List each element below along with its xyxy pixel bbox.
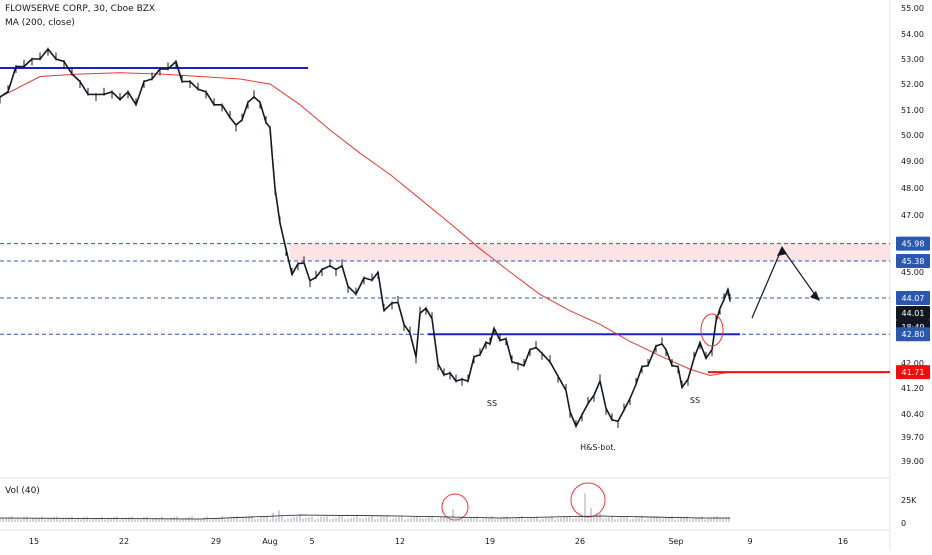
time-tick-label: 16 (838, 537, 848, 546)
resistance-zone (290, 243, 890, 261)
projection-arrow-down (810, 291, 820, 301)
ss-left-label: SS (487, 399, 497, 408)
price-tick-label: 52.00 (901, 80, 924, 89)
time-tick-label: 5 (309, 537, 314, 546)
head-label: H&S-bot. (580, 443, 616, 452)
badge-resistance-top: 45.98 (902, 240, 925, 249)
badge-close: 44.07 (902, 294, 925, 303)
price-tick-label: 42.00 (901, 359, 924, 368)
volume-tick-label: 25K (901, 496, 917, 505)
badge-last-price-bg (896, 306, 930, 320)
price-tick-label: 40.40 (901, 410, 924, 419)
price-tick-label: 49.00 (901, 157, 924, 166)
time-tick-label: Aug (262, 537, 278, 546)
badge-close-bg (896, 291, 930, 306)
badge-resistance-bottom: 45.38 (902, 257, 925, 266)
time-tick-label: 26 (575, 537, 585, 546)
volume-spike-circle-2 (570, 482, 606, 518)
price-tick-label: 53.00 (901, 55, 924, 64)
volume-ma-line (0, 514, 730, 520)
ma-line (0, 72, 731, 377)
badge-resistance-bottom-bg (896, 253, 930, 268)
price-line (0, 48, 731, 428)
volume-spike-circle-1 (441, 493, 469, 521)
time-tick-label: 22 (119, 537, 129, 546)
badge-last-price: 44.01 (902, 309, 925, 318)
price-tick-label: 45.00 (901, 268, 924, 277)
time-tick-label: 29 (211, 537, 221, 546)
badge-ma: 41.71 (902, 368, 925, 377)
time-tick-label: Sep (668, 537, 683, 546)
time-tick-label: 9 (747, 537, 752, 546)
chart-title: FLOWSERVE CORP, 30, Cboe BZX (5, 4, 156, 14)
volume-legend: Vol (40) (5, 486, 40, 496)
badge-ma-bg (896, 365, 930, 380)
price-tick-label: 47.00 (901, 211, 924, 220)
projection-arrow-up (777, 246, 787, 256)
time-tick-label: 19 (485, 537, 495, 546)
badge-resistance-top-bg (896, 236, 930, 251)
price-tick-label: 51.00 (901, 106, 924, 115)
volume-tick-label: 0 (901, 519, 906, 528)
price-tick-label: 55.00 (901, 4, 924, 13)
price-tick-label: 39.70 (901, 433, 924, 442)
price-tick-label: 41.20 (901, 384, 924, 393)
price-tick-label: 48.00 (901, 184, 924, 193)
breakout-circle (700, 313, 724, 347)
ss-right-label: SS (690, 396, 700, 405)
price-tick-label: 39.00 (901, 457, 924, 466)
price-tick-label: 54.00 (901, 30, 924, 39)
ma-legend: MA (200, close) (5, 18, 75, 28)
time-tick-label: 12 (395, 537, 405, 546)
badge-neckline-bg (896, 327, 930, 342)
badge-neckline: 42.80 (902, 330, 925, 339)
price-tick-label: 50.00 (901, 131, 924, 140)
time-tick-label: 15 (29, 537, 39, 546)
